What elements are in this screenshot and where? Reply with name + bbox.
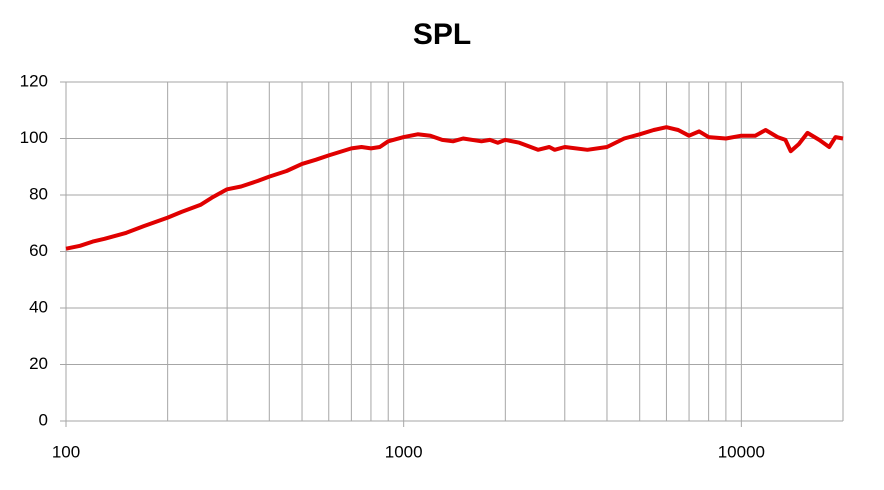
y-tick-label: 100 (20, 128, 48, 147)
y-tick-label: 60 (29, 241, 48, 260)
x-tick-label: 10000 (718, 442, 765, 461)
x-tick-label: 1000 (385, 442, 423, 461)
y-tick-label: 120 (20, 71, 48, 90)
y-tick-label: 0 (39, 410, 48, 429)
chart-title: SPL (413, 18, 471, 51)
y-tick-label: 40 (29, 297, 48, 316)
data-line (65, 125, 844, 251)
y-tick-label: 20 (29, 354, 48, 373)
y-tick-label: 80 (29, 184, 48, 203)
x-tick-label: 100 (52, 442, 80, 461)
